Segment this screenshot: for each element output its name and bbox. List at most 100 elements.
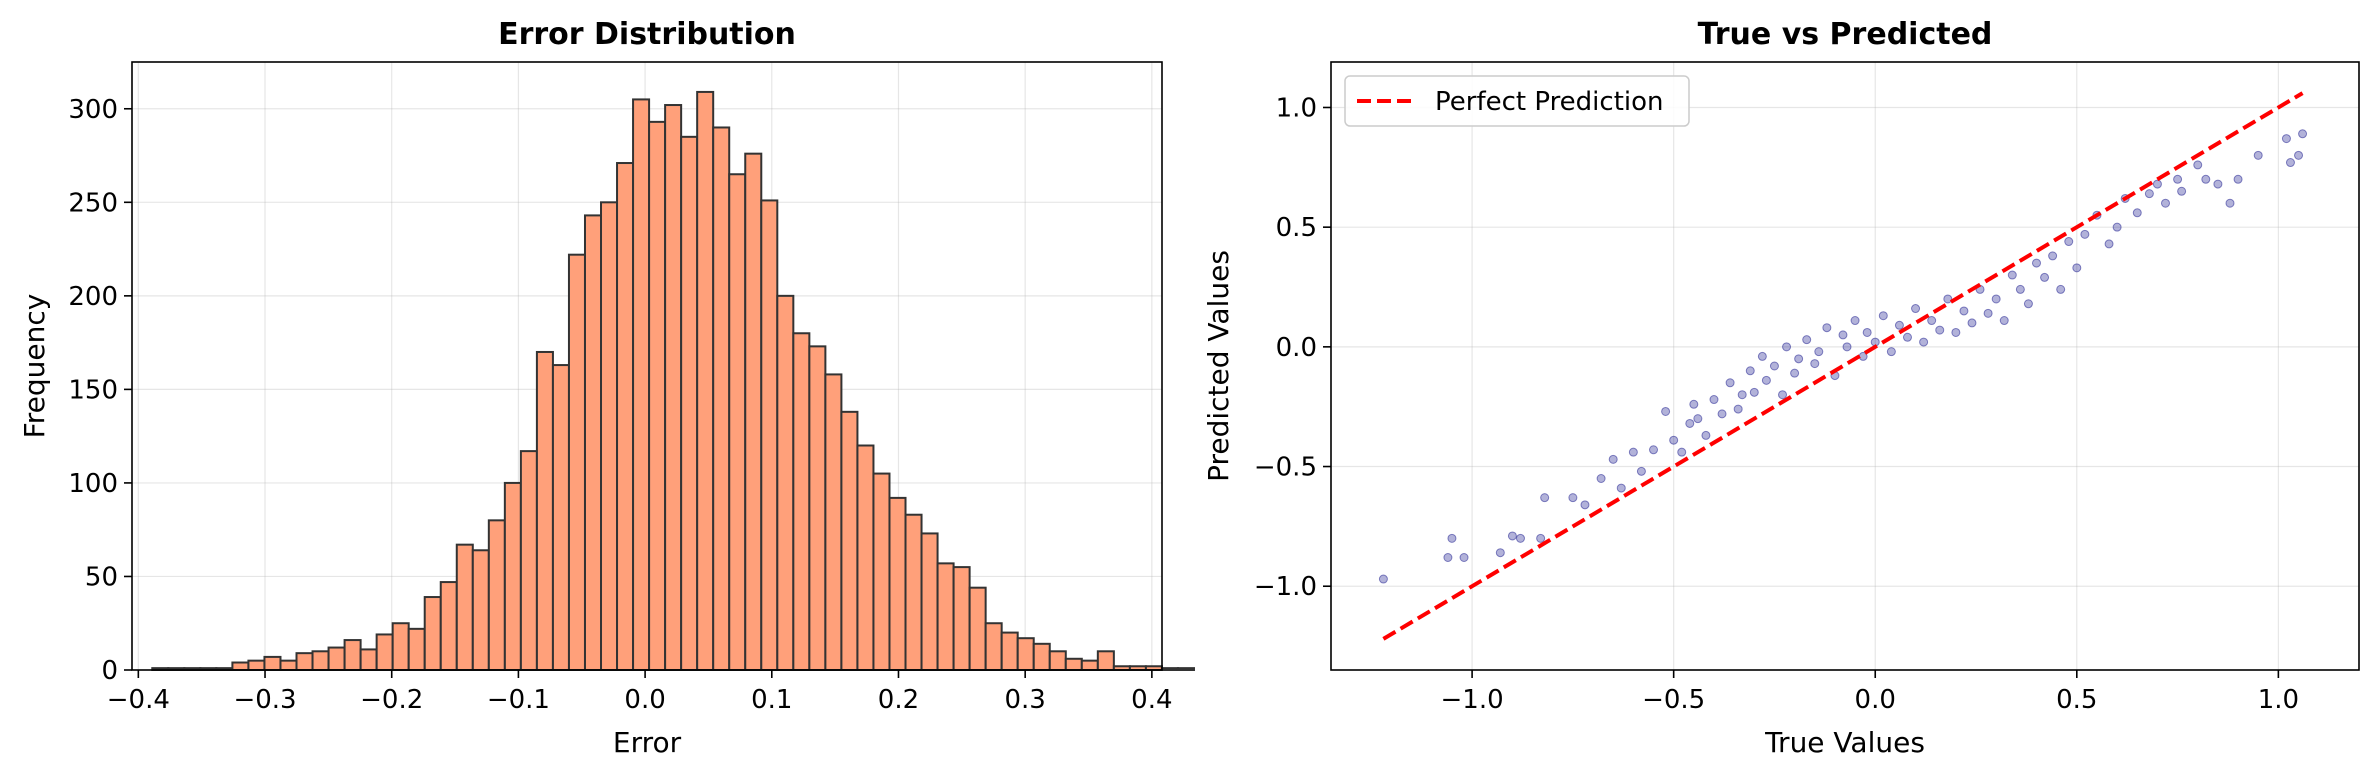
- histogram-bar: [1160, 667, 1179, 671]
- scatter-point: [1507, 531, 1517, 541]
- scatter-point: [1794, 354, 1804, 364]
- scatter-y-tick-label: −0.5: [1254, 453, 1317, 483]
- scatter-point: [2144, 189, 2154, 199]
- scatter-point: [1782, 342, 1792, 352]
- scatter-point: [2294, 150, 2304, 160]
- histogram-bar: [1064, 657, 1083, 672]
- histogram-x-tick-label: −0.4: [107, 685, 170, 715]
- scatter-point: [1838, 330, 1848, 340]
- scatter-point: [1943, 294, 1953, 304]
- histogram-x-label: Error: [613, 726, 682, 759]
- histogram-bar: [471, 549, 490, 671]
- histogram-x-tick-label: 0.3: [1004, 685, 1045, 715]
- histogram-bar: [487, 519, 506, 671]
- scatter-point: [2285, 158, 2295, 168]
- scatter-point: [1616, 483, 1626, 493]
- scatter-point: [2056, 284, 2066, 294]
- scatter-x-label: True Values: [1764, 726, 1925, 759]
- legend-label-perfect-prediction: Perfect Prediction: [1435, 87, 1664, 117]
- histogram-bar: [920, 532, 939, 671]
- histogram-bar: [343, 639, 362, 671]
- scatter-point: [1757, 351, 1767, 361]
- scatter-point: [1999, 316, 2009, 326]
- scatter-point: [1536, 533, 1546, 543]
- scatter-point: [1685, 418, 1695, 428]
- scatter-legend: Perfect Prediction: [1344, 75, 1690, 127]
- perfect-prediction-line: [1382, 91, 2304, 641]
- histogram-bar: [936, 562, 955, 671]
- scatter-point: [2193, 160, 2203, 170]
- scatter-point: [1580, 500, 1590, 510]
- scatter-point: [1814, 347, 1824, 357]
- histogram-bar: [680, 135, 699, 672]
- histogram-bar: [744, 152, 763, 672]
- scatter-point: [2173, 174, 2183, 184]
- scatter-point: [1842, 342, 1852, 352]
- histogram-y-tick-label: 100: [68, 469, 118, 499]
- scatter-point: [2031, 258, 2041, 268]
- scatter-point: [1850, 316, 1860, 326]
- histogram-bar: [968, 586, 987, 671]
- histogram-x-tick-label: 0.2: [878, 685, 919, 715]
- histogram-bar: [247, 659, 266, 672]
- scatter-point: [1701, 430, 1711, 440]
- scatter-point: [1802, 335, 1812, 345]
- histogram-plot-frame: [131, 61, 1163, 671]
- scatter-point: [1967, 318, 1977, 328]
- scatter-point: [2152, 179, 2162, 189]
- scatter-point: [1935, 325, 1945, 335]
- histogram-bar: [1080, 659, 1099, 672]
- histogram-bars: [151, 90, 1195, 672]
- histogram-bar: [952, 566, 971, 671]
- histogram-bar: [824, 373, 843, 671]
- scatter-point: [1951, 327, 1961, 337]
- scatter-y-tick-label: 1.0: [1276, 93, 1317, 123]
- histogram-bar: [872, 472, 891, 672]
- histogram-bar: [1048, 650, 1067, 671]
- scatter-point: [1709, 395, 1719, 405]
- scatter-point: [1749, 387, 1759, 397]
- histogram-bar: [583, 214, 603, 671]
- scatter-point: [2177, 186, 2187, 196]
- histogram-bar: [295, 652, 314, 672]
- scatter-point: [1862, 327, 1872, 337]
- histogram-bar: [1176, 667, 1195, 671]
- scatter-point: [1737, 390, 1747, 400]
- histogram-bar: [535, 350, 554, 671]
- scatter-y-tick-label: 0.5: [1276, 213, 1317, 243]
- scatter-point: [1459, 552, 1469, 562]
- scatter-point: [1919, 337, 1929, 347]
- scatter-plot-frame: [1330, 61, 2360, 671]
- scatter-point: [1894, 320, 1904, 330]
- scatter-y-ticks: −1.0 −0.5 0.0 0.5 1.0: [1254, 93, 1331, 602]
- histogram-bar: [551, 364, 570, 671]
- scatter-y-label: Predicted Values: [1202, 250, 1235, 482]
- histogram-y-tick-label: 200: [68, 282, 118, 312]
- scatter-point: [2213, 179, 2223, 189]
- histogram-bar: [359, 648, 378, 671]
- histogram-bar: [728, 173, 747, 671]
- scatter-point: [1596, 474, 1606, 484]
- scatter-point: [1568, 493, 1578, 503]
- scatter-point: [1515, 533, 1525, 543]
- scatter-point: [1911, 304, 1921, 314]
- scatter-grid: [1331, 62, 2359, 670]
- histogram-title: Error Distribution: [498, 17, 796, 52]
- scatter-point: [2298, 129, 2308, 139]
- scatter-point: [1822, 323, 1832, 333]
- histogram-y-tick-label: 300: [68, 95, 118, 125]
- histogram-bar: [1032, 642, 1051, 671]
- histogram-bar: [503, 481, 522, 671]
- histogram-bar: [439, 581, 458, 672]
- histogram-bar: [696, 90, 715, 671]
- scatter-point: [1649, 445, 1659, 455]
- scatter-points: [1378, 129, 2308, 584]
- scatter-point: [1677, 447, 1687, 457]
- histogram-panel: −0.4 −0.3 −0.2 −0.1 0.0 0.1 0.2 0.3 0.4 0 50 100 15…: [18, 17, 1195, 759]
- scatter-title: True vs Predicted: [1698, 17, 1993, 52]
- scatter-x-tick-label: −0.5: [1642, 685, 1705, 715]
- scatter-point: [1443, 552, 1453, 562]
- histogram-bar: [648, 120, 667, 671]
- histogram-bar: [263, 655, 282, 671]
- histogram-x-tick-label: −0.2: [360, 685, 423, 715]
